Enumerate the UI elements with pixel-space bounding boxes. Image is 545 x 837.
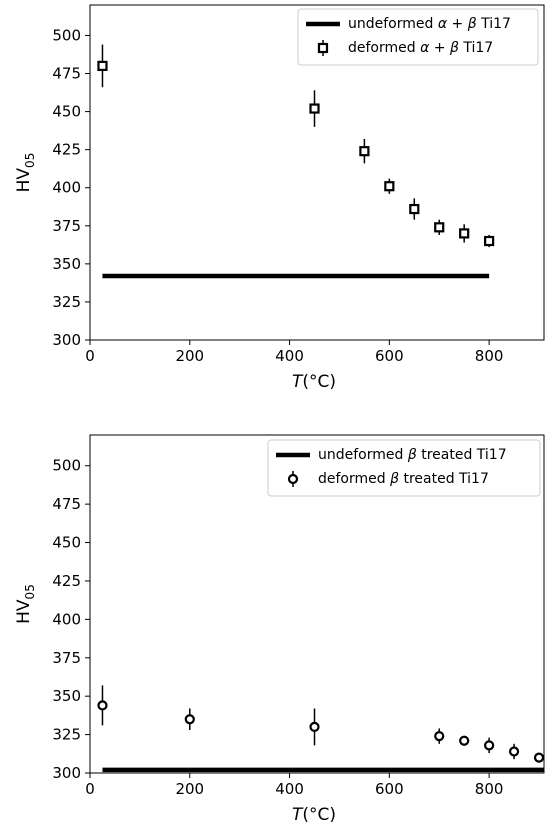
x-tick-label: 400: [275, 347, 304, 365]
x-axis-label: T(°C): [292, 372, 336, 392]
y-tick-label: 400: [52, 179, 81, 197]
y-tick-label: 400: [52, 610, 81, 628]
y-tick-label: 475: [52, 495, 81, 513]
y-axis-label: HV05: [14, 153, 37, 193]
data-point: [533, 752, 545, 763]
data-point: [184, 714, 195, 725]
y-tick-label: 300: [52, 764, 81, 782]
y-tick-label: 475: [52, 65, 81, 83]
y-tick-label: 450: [52, 103, 81, 121]
legend-box: [297, 8, 539, 66]
data-point: [459, 228, 470, 239]
x-tick-label: 600: [375, 780, 404, 798]
x-tick-label: 0: [85, 780, 95, 798]
data-point: [309, 721, 320, 733]
chart-panel-1: 300 325 350 375 400 425 450 475 500 0 200 400 600 800…: [14, 4, 545, 392]
x-tick-label: 800: [475, 347, 504, 365]
data-point: [434, 731, 445, 742]
data-point: [434, 222, 445, 233]
legend-marker-swatch: [317, 42, 329, 54]
data-point: [484, 235, 495, 247]
y-tick-label: 325: [52, 293, 81, 311]
data-point: [459, 735, 470, 746]
x-tick-label: 200: [175, 347, 204, 365]
data-point: [508, 746, 520, 757]
data-point: [384, 181, 395, 192]
x-tick-label: 0: [85, 347, 95, 365]
legend-box: [267, 439, 541, 497]
y-tick-label: 350: [52, 255, 81, 273]
x-axis-label: T(°C): [292, 805, 336, 825]
data-point: [484, 740, 495, 751]
legend-label: deformed β treated Ti17: [318, 471, 489, 487]
legend-label: deformed α + β Ti17: [348, 40, 493, 56]
y-tick-label: 375: [52, 217, 81, 235]
y-tick-label: 450: [52, 534, 81, 552]
legend-label: undeformed β treated Ti17: [318, 447, 507, 463]
y-tick-label: 350: [52, 687, 81, 705]
x-tick-label: 400: [275, 780, 304, 798]
y-tick-label: 425: [52, 572, 81, 590]
y-tick-label: 325: [52, 726, 81, 744]
data-point: [97, 700, 108, 711]
y-tick-label: 375: [52, 649, 81, 667]
y-axis-label: HV05: [14, 584, 37, 624]
data-point: [409, 203, 420, 215]
legend-marker-swatch: [287, 473, 299, 485]
data-point: [359, 146, 370, 157]
plot-frame: [89, 434, 545, 774]
legend: undeformed β treated Ti17 deformed β trea…: [267, 439, 541, 497]
y-tick-label: 500: [52, 457, 81, 475]
y-tick-label: 500: [52, 26, 81, 44]
chart-panel-2: 300 325 350 375 400 425 450 475 500 0 200 400 600 800…: [14, 434, 545, 825]
x-tick-label: 800: [475, 780, 504, 798]
x-tick-label: 200: [175, 780, 204, 798]
legend-label: undeformed α + β Ti17: [348, 16, 511, 32]
x-tick-label: 600: [375, 347, 404, 365]
data-point: [309, 103, 320, 114]
y-tick-label: 425: [52, 141, 81, 159]
y-tick-label: 300: [52, 331, 81, 349]
plot-frame: [89, 4, 545, 341]
data-point: [97, 60, 108, 72]
legend: undeformed α + β Ti17 deformed α + β Ti17: [297, 8, 539, 66]
